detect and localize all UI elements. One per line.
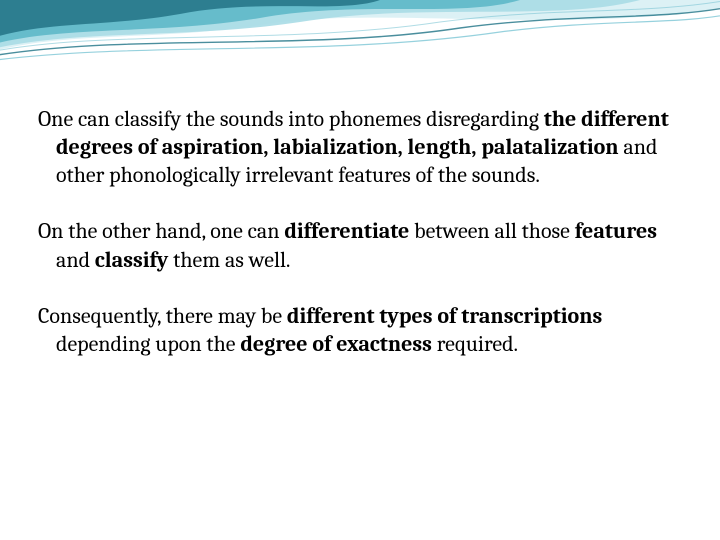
bold-run: degree of exactness [240,331,432,357]
paragraph-1: One can classify the sounds into phoneme… [38,105,682,189]
text-run: between all those [409,218,574,244]
text-run: On the other hand, one can [38,218,284,244]
bold-run: differentiate [284,218,409,244]
bold-run: different types of transcriptions [287,303,602,329]
bold-run: features [575,218,657,244]
decorative-wave [0,0,720,100]
text-run: One can classify the sounds into phoneme… [38,106,544,132]
bold-run: classify [95,247,168,273]
paragraph-2: On the other hand, one can differentiate… [38,217,682,273]
text-run: them as well. [168,247,290,273]
text-run: and [56,247,95,273]
text-run: depending upon the [56,331,240,357]
paragraph-3: Consequently, there may be different typ… [38,302,682,358]
text-run: required. [432,331,518,357]
slide-body: One can classify the sounds into phoneme… [38,105,682,386]
text-run: Consequently, there may be [38,303,287,329]
